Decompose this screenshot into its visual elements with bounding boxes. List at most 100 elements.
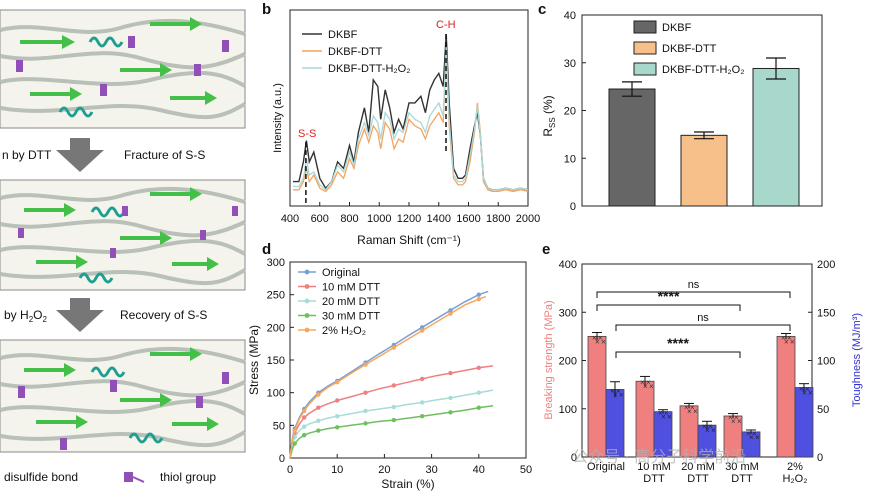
data-point-d <box>476 390 481 395</box>
data-point-d <box>419 400 425 405</box>
legend-label-b: DKBF-DTT-H₂O₂ <box>328 63 410 75</box>
scatter-point-e: × <box>592 333 597 342</box>
panel-label-d: d <box>262 241 271 258</box>
significance-bracket-e <box>615 351 741 358</box>
scatter-point-e: × <box>693 407 698 416</box>
axis-label-y-c: RSS (%) <box>541 95 557 136</box>
scatter-point-e: × <box>781 333 786 342</box>
scatter-point-e: × <box>616 386 621 395</box>
scatter-point-e: × <box>702 422 707 431</box>
data-point-d <box>301 415 307 420</box>
bar-c <box>680 134 728 207</box>
y-tick-label-e: 0 <box>571 452 577 464</box>
y2-tick-label-e: 200 <box>817 259 835 271</box>
legend-label-c: DKBF-DTT-H₂O₂ <box>662 64 744 76</box>
legend-marker-d <box>304 313 310 318</box>
scatter-point-e: × <box>661 413 666 422</box>
axis-label-y2-e: Toughness (MJ/m³) <box>851 313 863 407</box>
axis-label-y-d: Stress (MPa) <box>247 325 261 395</box>
data-point-d <box>335 398 340 403</box>
scatter-point-e: × <box>755 433 760 442</box>
scatter-point-e: × <box>808 389 813 398</box>
watermark: 公众号 · 高分子科学前沿 <box>572 448 746 466</box>
data-point-d <box>419 376 425 382</box>
x-tick-label-d: 50 <box>520 464 532 476</box>
scatter-point-e: × <box>684 403 689 412</box>
y-tick-label-c: 40 <box>564 10 576 22</box>
data-point-d <box>391 345 397 350</box>
bar-c <box>752 67 800 207</box>
x-tick-label-b: 2000 <box>516 213 540 225</box>
y-tick-label-c: 10 <box>564 153 576 165</box>
x-tick-label-b: 600 <box>311 213 329 225</box>
scatter-point-e: × <box>595 337 600 346</box>
data-point-d <box>335 413 340 419</box>
category-label-e: 10 mM <box>637 461 671 473</box>
legend-label-b: DKBF <box>328 29 358 41</box>
scatter-point-e: × <box>643 382 648 391</box>
data-point-d <box>292 441 297 446</box>
panel-b-raman: b 400 600 800 1000 1200 1400 1600 1800 2000 S-S … <box>262 1 540 247</box>
scatter-point-e: × <box>687 407 692 416</box>
bar-toughness-e <box>605 389 625 458</box>
legend-swatch-c <box>633 41 657 55</box>
scatter-point-e: × <box>708 422 713 431</box>
scatter-point-e: × <box>734 413 739 422</box>
category-label-e: 2% <box>787 461 803 473</box>
category-label-e: 30 mM <box>725 461 759 473</box>
scatter-point-e: × <box>737 417 742 426</box>
data-point-d <box>301 424 307 429</box>
legend-marker-d <box>304 298 310 304</box>
scatter-point-e: × <box>598 333 603 342</box>
legend-swatch-c <box>633 20 657 34</box>
scatter-point-e: × <box>705 426 710 435</box>
legend-b: DKBF DKBF-DTT DKBF-DTT-H₂O₂ <box>302 29 410 75</box>
y-tick-label-c: 30 <box>564 58 576 70</box>
scatter-point-e: × <box>601 337 606 346</box>
ch-annotation: C-H <box>436 19 456 31</box>
legend-label-c: DKBF-DTT <box>662 43 717 55</box>
scatter-point-e: × <box>731 417 736 426</box>
scatter-point-e: × <box>667 413 672 422</box>
y2-tick-label-e: 50 <box>817 404 829 416</box>
category-label-e: DTT <box>687 473 709 485</box>
x-tick-label-b: 1400 <box>427 213 451 225</box>
data-point-d <box>363 408 368 414</box>
data-point-d <box>476 297 481 302</box>
significance-label-e: ns <box>688 279 700 291</box>
significance-label-e: **** <box>667 335 689 351</box>
y-tick-label-d: 100 <box>267 388 285 400</box>
data-point-d <box>476 292 481 297</box>
y-tick-label-c: 0 <box>570 201 576 213</box>
panel-label-e: e <box>542 241 550 258</box>
data-point-d <box>476 405 481 410</box>
data-point-d <box>419 413 425 419</box>
x-tick-label-d: 40 <box>473 464 485 476</box>
data-point-d <box>301 432 307 438</box>
data-point-d <box>316 392 321 397</box>
series-line-d <box>289 365 494 459</box>
scatter-point-e: × <box>746 429 751 438</box>
data-point-d <box>448 395 453 401</box>
legend-label-c: DKBF <box>662 22 692 34</box>
scatter-point-e: × <box>613 390 618 399</box>
step1-left-label: n by DTT <box>2 148 52 162</box>
legend-label-d: 10 mM DTT <box>322 282 380 294</box>
y-tick-label-d: 0 <box>279 453 285 465</box>
x-tick-label-d: 0 <box>287 464 293 476</box>
scatter-point-e: × <box>664 409 669 418</box>
y-tick-label-c: 20 <box>564 106 576 118</box>
data-point-d <box>316 418 321 423</box>
category-label-e: DTT <box>643 473 665 485</box>
legend-label-d: 2% H₂O₂ <box>322 325 366 337</box>
arrow-down-1 <box>56 138 104 172</box>
bar-c <box>608 88 656 207</box>
data-point-d <box>448 370 453 376</box>
legend-marker-d <box>304 269 310 275</box>
significance-bracket-e <box>615 324 791 331</box>
scatter-point-e: × <box>799 385 804 394</box>
scatter-point-e: × <box>640 378 645 387</box>
x-tick-label-d: 20 <box>378 464 390 476</box>
axis-label-y-b: Intensity (a.u.) <box>272 83 284 153</box>
